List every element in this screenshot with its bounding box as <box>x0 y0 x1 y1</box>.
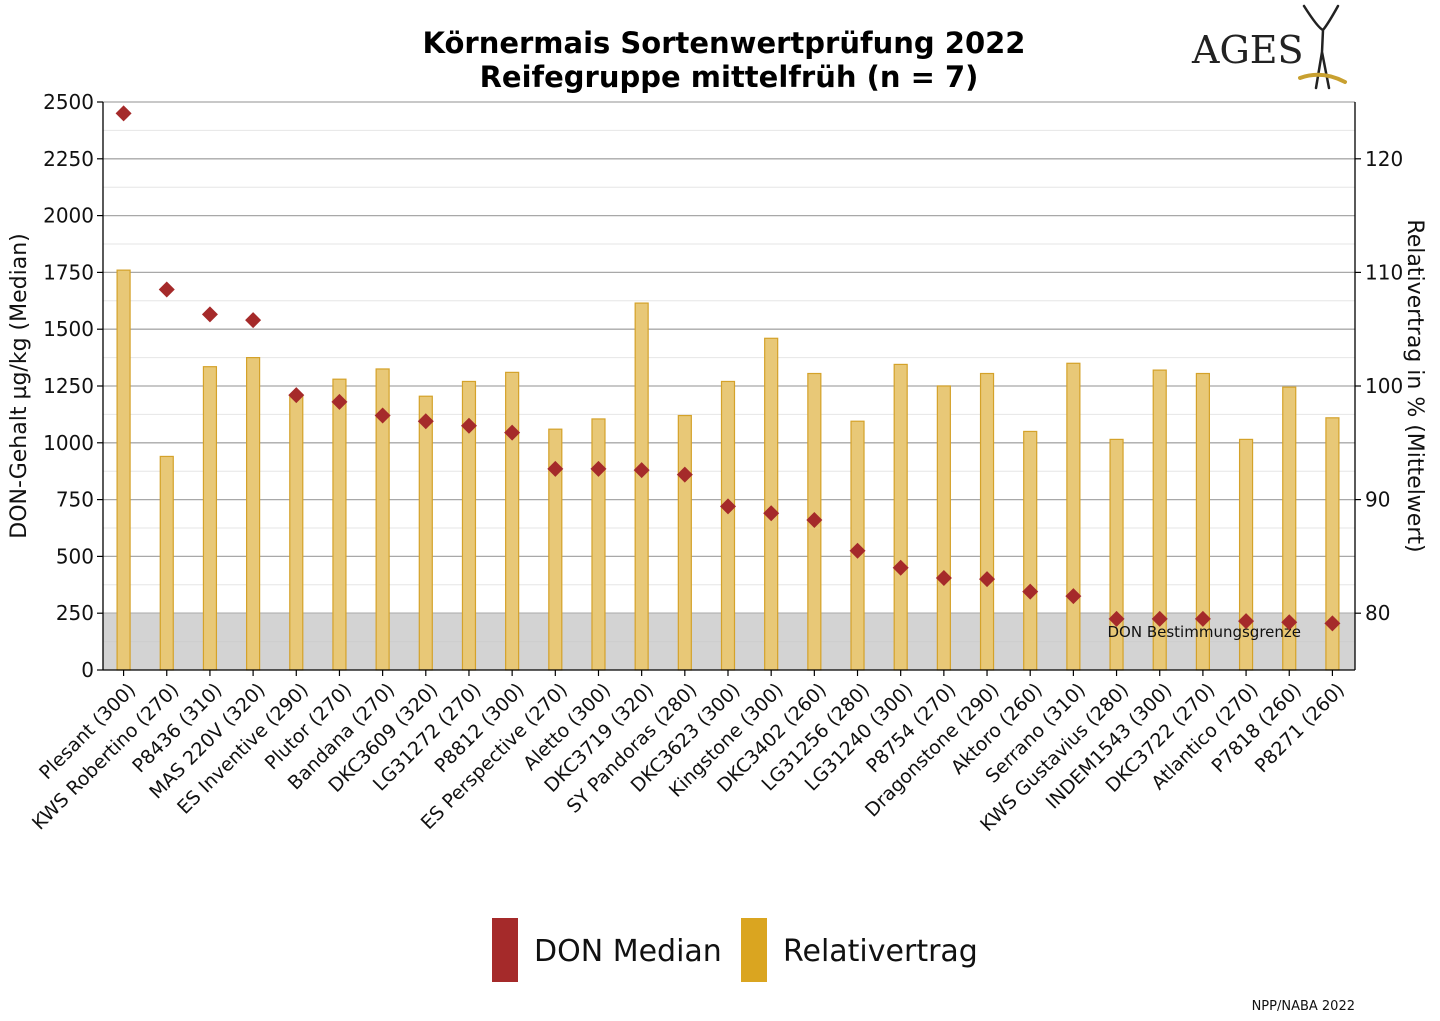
ages-logo: AGES <box>1191 4 1347 90</box>
ages-logo-text: AGES <box>1191 28 1304 72</box>
marker-don-median <box>935 569 952 586</box>
legend-label-relativertrag: Relativertrag <box>783 934 978 969</box>
bar-relativertrag <box>505 371 520 671</box>
bar-relativertrag <box>979 372 995 671</box>
marker-don-median <box>1238 613 1255 630</box>
marker-don-median <box>979 571 996 588</box>
y-tick-label: 1750 <box>43 260 94 284</box>
legend-swatch-relativertrag <box>741 918 767 982</box>
marker-don-median <box>374 407 391 424</box>
marker-don-median <box>417 413 434 430</box>
axes: 0 250 500 750 1000 1250 1500 1750 2000 2250 2500 80… <box>28 90 1403 836</box>
marker-don-median <box>1281 614 1298 631</box>
bar-relativertrag <box>764 337 779 671</box>
y-right-tick-label: 90 <box>1365 488 1390 512</box>
y-tick-label: 2000 <box>43 204 94 228</box>
marker-don-median <box>849 542 866 559</box>
chart-title-line1: Körnermais Sortenwertprüfung 2022 <box>423 26 1026 60</box>
marker-don-median <box>288 387 305 404</box>
marker-don-median <box>115 105 132 122</box>
marker-don-median <box>245 312 262 329</box>
y-tick-label: 750 <box>56 488 94 512</box>
ages-logo-swoosh-icon <box>1298 72 1347 84</box>
y-axis-label-left: DON-Gehalt µg/kg (Median) <box>7 233 32 538</box>
ages-logo-figure-icon <box>1302 4 1340 90</box>
bar-relativertrag <box>591 418 606 671</box>
legend-swatch-don-median <box>492 918 518 982</box>
y-tick-label: 1000 <box>43 431 94 455</box>
y-tick-label: 1500 <box>43 317 94 341</box>
marker-don-median <box>1065 588 1082 605</box>
marker-don-median <box>806 512 823 529</box>
bar-relativertrag <box>159 455 174 671</box>
marker-don-median <box>201 306 218 323</box>
marker-don-median <box>1324 615 1341 632</box>
marker-series <box>115 105 1341 632</box>
marker-don-median <box>1022 583 1039 600</box>
marker-don-median <box>720 498 736 515</box>
bar-relativertrag <box>1023 430 1038 671</box>
bar-relativertrag <box>720 380 736 671</box>
bar-relativertrag <box>936 385 951 671</box>
bar-relativertrag <box>289 394 304 671</box>
marker-don-median <box>676 466 693 483</box>
marker-don-median <box>1194 610 1211 627</box>
marker-don-median <box>633 462 650 479</box>
legend: DON Median Relativertrag <box>492 918 978 982</box>
y-right-tick-label: 80 <box>1365 601 1390 625</box>
marker-don-median <box>158 281 175 298</box>
marker-don-median <box>331 393 348 410</box>
marker-don-median <box>590 460 607 477</box>
y-tick-label: 1250 <box>43 374 94 398</box>
bar-relativertrag <box>677 414 692 671</box>
bar-relativertrag <box>116 269 131 671</box>
legend-label-don-median: DON Median <box>534 934 722 969</box>
marker-don-median <box>1151 610 1168 627</box>
marker-don-median <box>892 559 909 576</box>
y-tick-label: 2500 <box>43 90 94 114</box>
threshold-label: DON Bestimmungsgrenze <box>1108 623 1302 641</box>
y-right-tick-label: 120 <box>1365 147 1403 171</box>
bar-relativertrag <box>1066 362 1081 671</box>
y-right-tick-label: 100 <box>1365 374 1403 398</box>
chart-title-line2: Reifegruppe mittelfrüh (n = 7) <box>480 60 979 94</box>
y-tick-label: 500 <box>56 544 94 568</box>
bar-relativertrag <box>332 378 347 671</box>
bar-relativertrag <box>202 366 218 671</box>
y-tick-label: 0 <box>81 658 94 682</box>
y-tick-label: 250 <box>56 601 94 625</box>
marker-don-median <box>460 417 477 434</box>
marker-don-median <box>1108 610 1125 627</box>
y-axis-label-right: Relativertrag in % (Mittelwert) <box>1402 219 1427 552</box>
bar-relativertrag <box>246 357 261 671</box>
marker-don-median <box>763 505 780 522</box>
bar-series <box>116 269 1340 671</box>
bar-relativertrag <box>893 363 908 671</box>
bar-relativertrag <box>418 395 433 671</box>
bar-relativertrag <box>1325 417 1340 671</box>
bar-relativertrag <box>634 302 649 671</box>
y-tick-label: 2250 <box>43 147 94 171</box>
y-right-tick-label: 110 <box>1365 260 1403 284</box>
marker-don-median <box>547 460 564 477</box>
marker-don-median <box>504 424 521 441</box>
footer-source: NPP/NABA 2022 <box>1252 999 1355 1014</box>
